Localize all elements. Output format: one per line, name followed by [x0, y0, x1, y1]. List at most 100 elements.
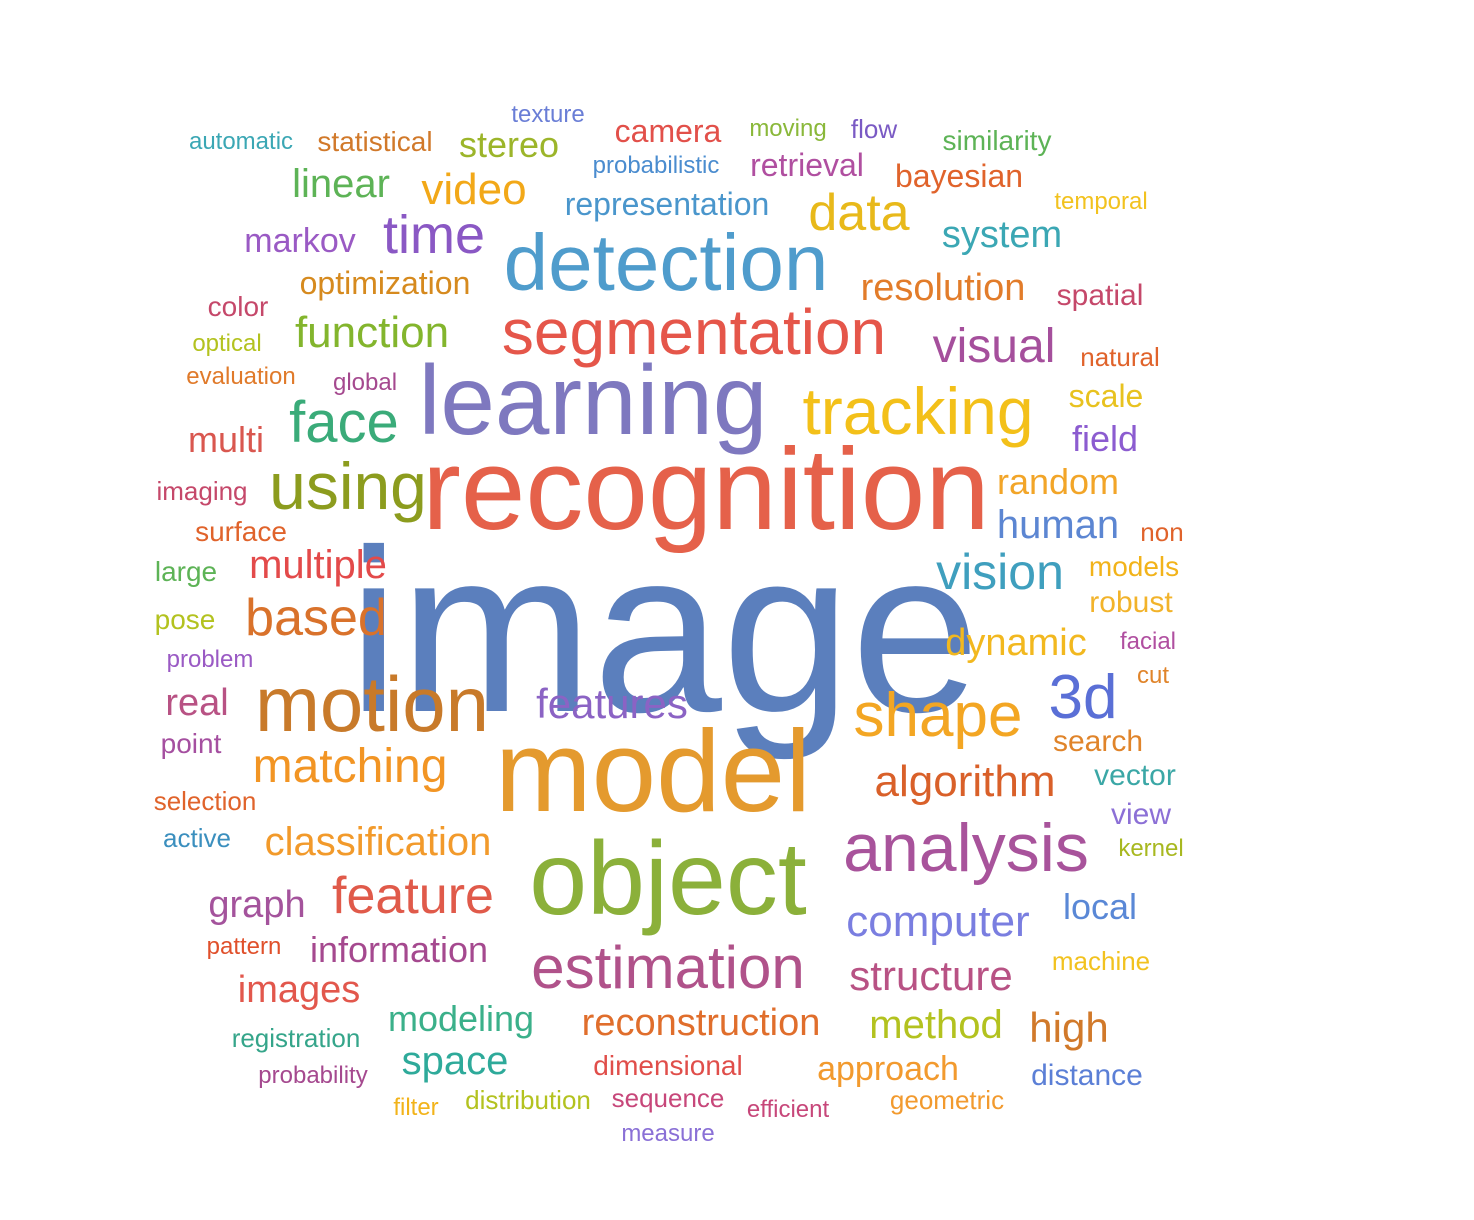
word-distance: distance [1031, 1059, 1143, 1092]
word-features: features [536, 680, 688, 727]
word-multiple: multiple [249, 543, 387, 587]
word-measure: measure [621, 1120, 715, 1147]
word-multi: multi [187, 419, 265, 460]
word-view: view [1110, 798, 1172, 831]
word-resolution: resolution [860, 267, 1026, 309]
word-local: local [1062, 886, 1138, 927]
word-3d: 3d [1048, 663, 1118, 732]
word-face: face [289, 390, 399, 455]
word-flow: flow [850, 114, 898, 144]
word-robust: robust [1089, 586, 1173, 619]
word-structure: structure [849, 952, 1013, 999]
word-natural: natural [1080, 342, 1160, 372]
word-registration: registration [231, 1023, 361, 1053]
word-approach: approach [817, 1050, 959, 1088]
word-scale: scale [1068, 378, 1144, 414]
word-imaging: imaging [156, 476, 248, 506]
word-video: video [421, 165, 527, 214]
word-model: model [495, 706, 811, 836]
word-retrieval: retrieval [750, 147, 864, 183]
word-pattern: pattern [206, 933, 282, 960]
word-non: non [1140, 517, 1184, 547]
word-reconstruction: reconstruction [581, 1002, 821, 1044]
word-dimensional: dimensional [593, 1050, 743, 1081]
word-selection: selection [153, 786, 257, 816]
word-real: real [165, 682, 229, 724]
word-texture: texture [511, 101, 585, 128]
word-surface: surface [195, 516, 287, 547]
word-estimation: estimation [531, 934, 805, 1001]
word-evaluation: evaluation [186, 363, 296, 390]
word-feature: feature [332, 867, 494, 925]
word-vector: vector [1094, 759, 1176, 792]
word-using: using [269, 449, 427, 523]
word-optimization: optimization [299, 265, 471, 301]
word-graph: graph [208, 884, 306, 926]
word-temporal: temporal [1054, 188, 1148, 215]
word-computer: computer [846, 897, 1030, 946]
word-active: active [163, 823, 231, 853]
word-color: color [207, 291, 269, 322]
word-based: based [245, 589, 387, 647]
word-optical: optical [192, 330, 262, 357]
word-kernel: kernel [1118, 835, 1184, 862]
word-automatic: automatic [188, 128, 294, 155]
word-motion: motion [254, 660, 490, 748]
word-field: field [1071, 418, 1139, 459]
word-recognition: recognition [422, 424, 990, 554]
word-segmentation: segmentation [501, 296, 887, 368]
word-bayesian: bayesian [894, 158, 1024, 194]
word-detection: detection [503, 218, 829, 307]
word-modeling: modeling [387, 998, 535, 1039]
word-object: object [529, 821, 807, 937]
word-time: time [382, 205, 486, 265]
word-linear: linear [292, 162, 390, 206]
word-efficient: efficient [746, 1096, 830, 1123]
word-cut: cut [1136, 662, 1170, 689]
word-data: data [808, 184, 910, 242]
word-moving: moving [749, 115, 827, 142]
word-matching: matching [252, 740, 448, 793]
word-dynamic: dynamic [945, 622, 1087, 664]
word-statistical: statistical [317, 126, 433, 157]
word-facial: facial [1119, 628, 1177, 655]
word-similarity: similarity [942, 125, 1052, 156]
word-point: point [160, 728, 222, 759]
word-distribution: distribution [465, 1085, 591, 1115]
word-pose: pose [154, 604, 216, 635]
word-information: information [309, 929, 489, 970]
word-tracking: tracking [802, 374, 1034, 448]
word-algorithm: algorithm [874, 757, 1056, 806]
word-stereo: stereo [458, 124, 560, 165]
word-global: global [332, 369, 398, 396]
word-analysis: analysis [843, 810, 1089, 886]
word-filter: filter [393, 1094, 439, 1121]
word-representation: representation [564, 186, 770, 222]
word-markov: markov [244, 222, 356, 260]
word-machine: machine [1051, 946, 1151, 976]
word-probabilistic: probabilistic [592, 152, 720, 179]
word-large: large [154, 556, 218, 587]
word-learning: learning [418, 345, 768, 455]
word-sequence: sequence [611, 1083, 725, 1113]
word-random: random [996, 461, 1120, 502]
word-function: function [294, 308, 450, 357]
word-shape: shape [853, 681, 1023, 750]
word-vision: vision [936, 544, 1064, 600]
word-camera: camera [614, 113, 722, 149]
word-space: space [401, 1039, 509, 1083]
word-human: human [996, 503, 1120, 547]
word-image: image [348, 502, 980, 761]
word-models: models [1088, 551, 1180, 582]
word-probability: probability [258, 1062, 368, 1089]
word-images: images [237, 969, 361, 1011]
word-visual: visual [932, 320, 1056, 373]
word-problem: problem [166, 646, 254, 673]
word-geometric: geometric [889, 1085, 1005, 1115]
word-classification: classification [264, 820, 492, 864]
word-method: method [869, 1003, 1003, 1047]
word-high: high [1029, 1004, 1109, 1051]
word-system: system [941, 214, 1063, 256]
word-spatial: spatial [1056, 279, 1144, 312]
